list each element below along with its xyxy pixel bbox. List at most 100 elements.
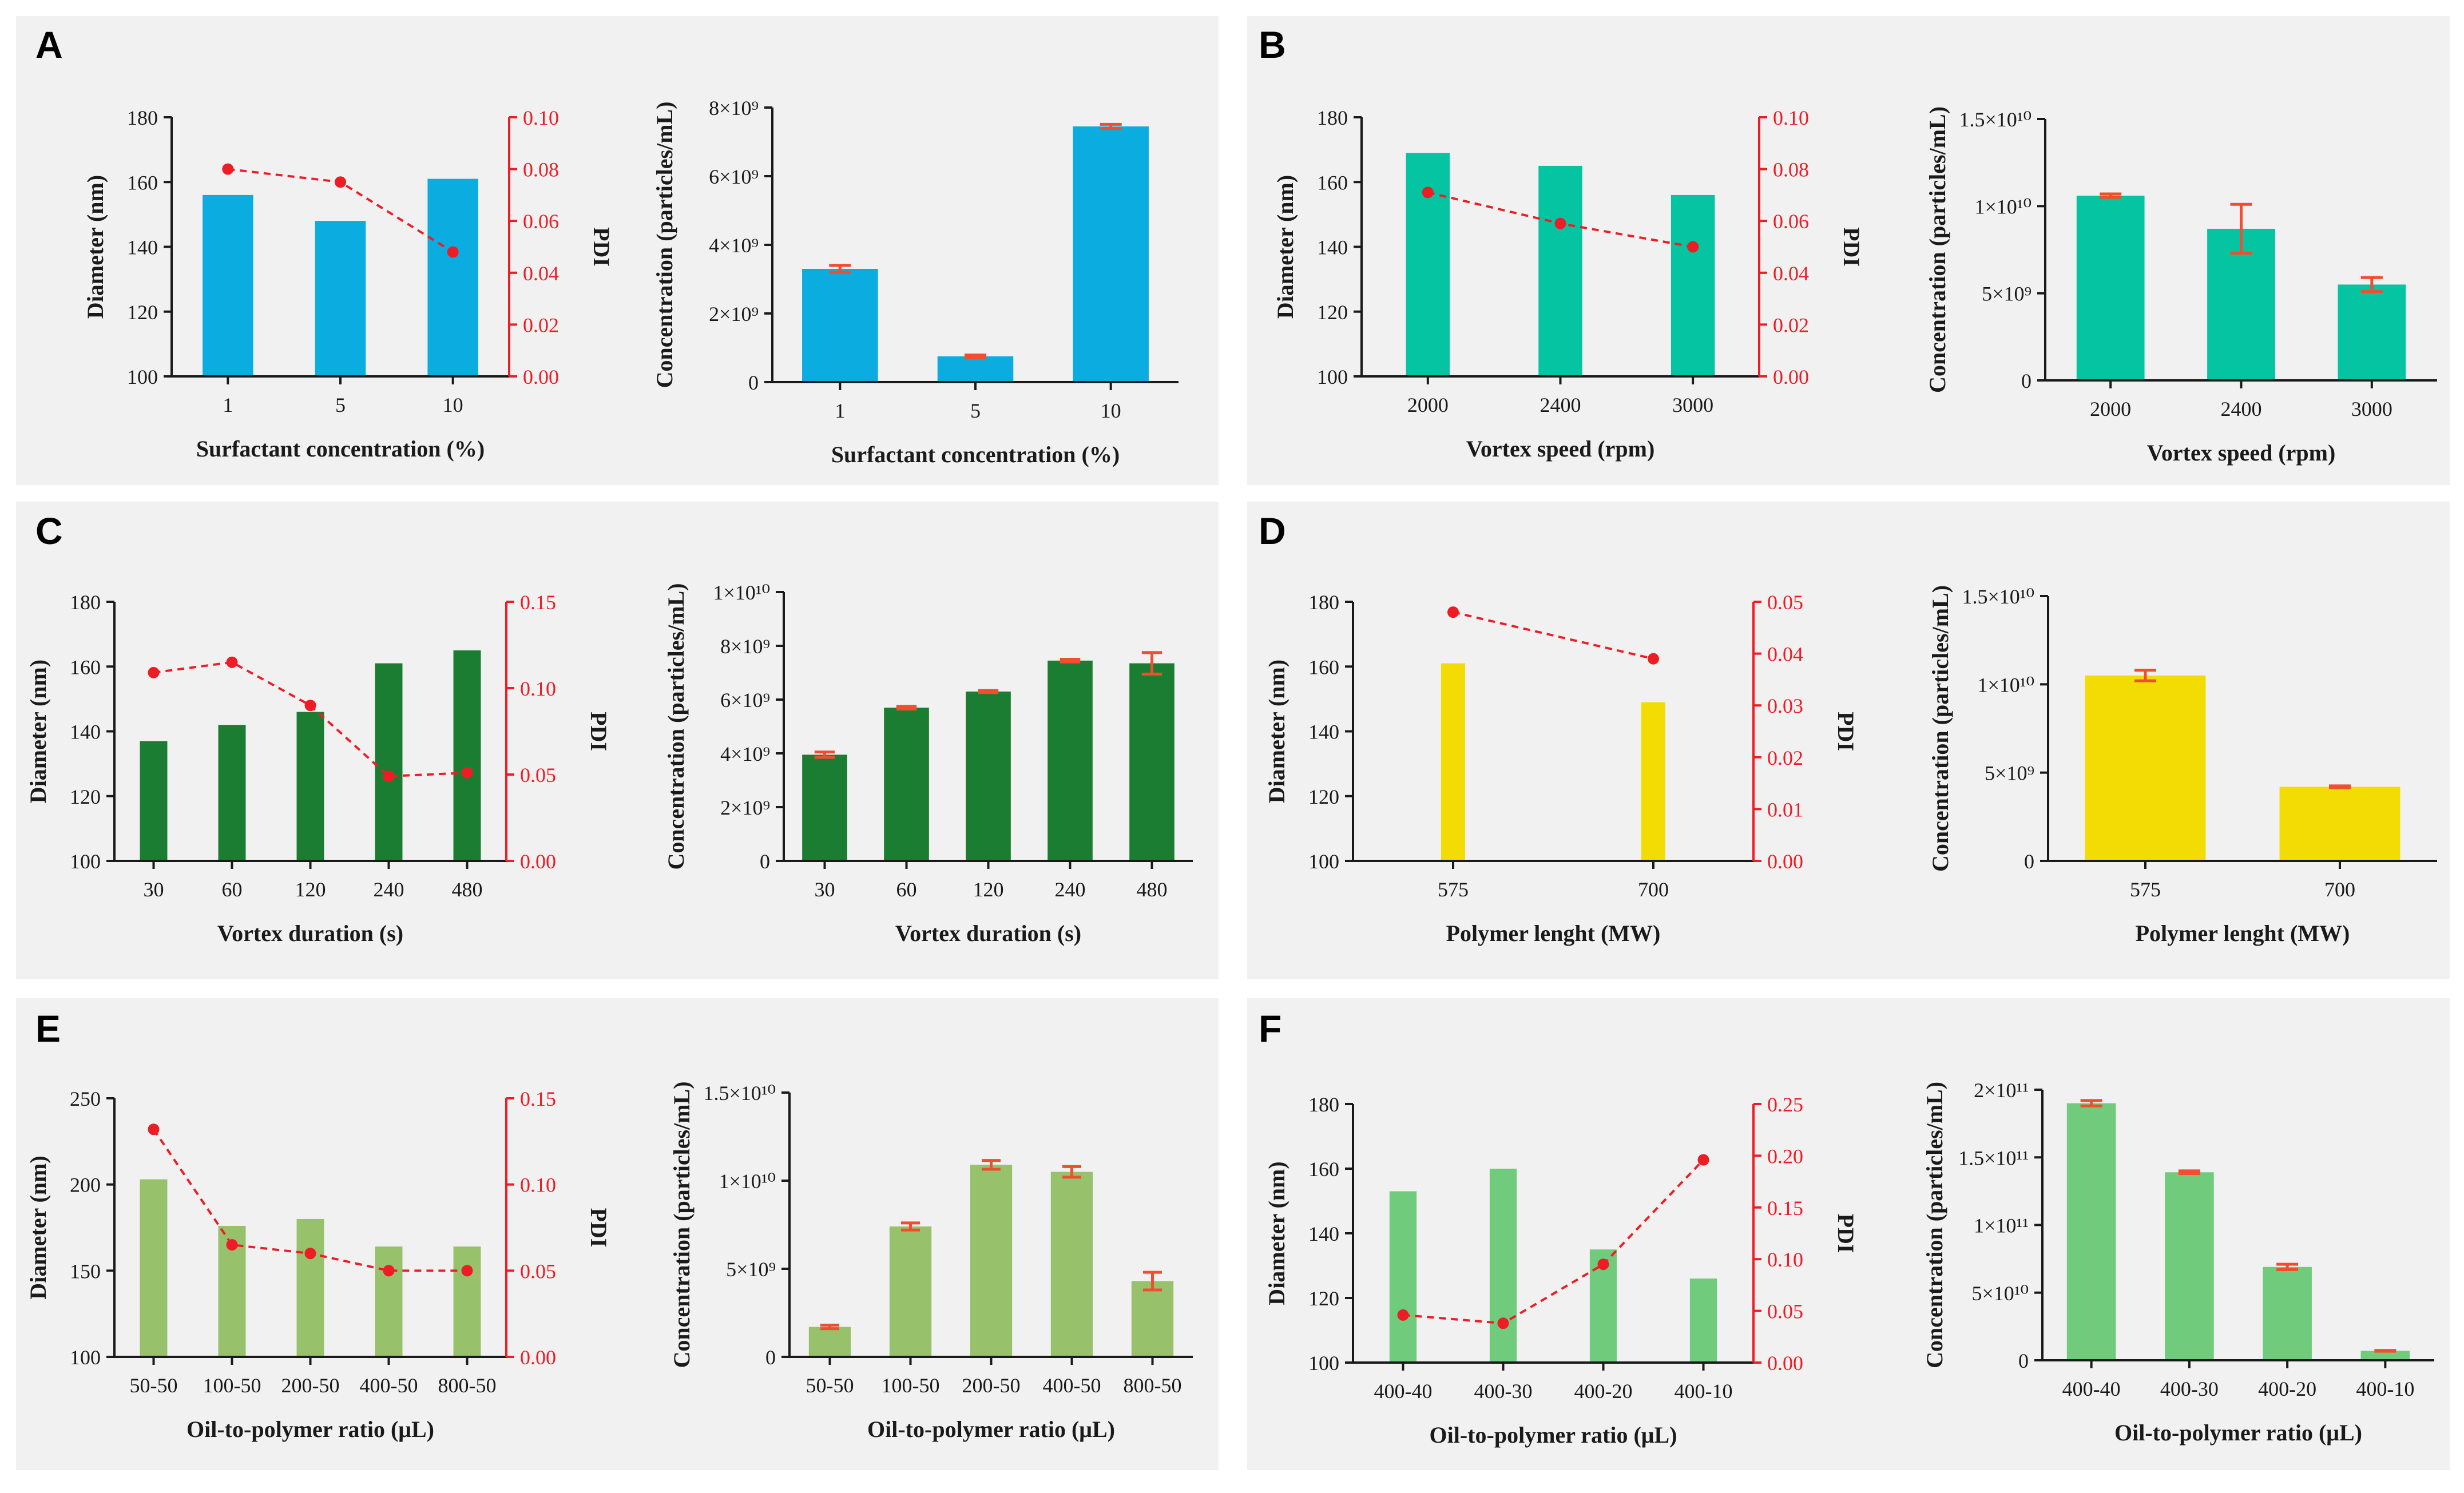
C-concentration-x-axis-label: Vortex duration (s) <box>895 920 1081 946</box>
D-diameter-y2-tick-label: 0.02 <box>1767 746 1803 769</box>
E-diameter-y2-tick-label: 0.15 <box>520 1087 556 1110</box>
B-concentration-bar-3000 <box>2338 284 2406 380</box>
C-diameter-x-tick-label-480: 480 <box>452 878 483 901</box>
C-concentration-x-tick-label-480: 480 <box>1137 878 1168 901</box>
C-diameter-y-tick-label: 180 <box>70 591 101 614</box>
A-diameter-y2-tick-label: 0.02 <box>523 313 559 336</box>
C-concentration-error-bar-120 <box>978 689 999 694</box>
F-diameter-y2-tick-label: 0.15 <box>1767 1197 1803 1220</box>
A-concentration-x-tick-label-1: 1 <box>835 399 845 422</box>
D-diameter-y-tick-label: 140 <box>1308 721 1339 744</box>
B-diameter-y-tick-label: 160 <box>1317 171 1348 194</box>
C-concentration-y-tick-label: 4×10⁹ <box>720 742 770 765</box>
F-concentration-x-axis-label: Oil-to-polymer ratio (μL) <box>2114 1420 2362 1446</box>
C-diameter-y-tick-label: 140 <box>70 721 101 744</box>
B-diameter-y-axis-label: Diameter (nm) <box>1272 175 1298 319</box>
B-concentration-error-bar-3000 <box>2360 276 2383 293</box>
A-diameter-pdi-point-5 <box>335 176 346 188</box>
D-diameter-x-tick-label-700: 700 <box>1638 878 1669 901</box>
B-diameter-y2-tick-label: 0.06 <box>1773 210 1809 233</box>
D-diameter-y2-tick-label: 0.04 <box>1767 643 1803 666</box>
F-diameter-y2-tick-label: 0.05 <box>1767 1300 1803 1323</box>
C-concentration-error-bar-30 <box>814 751 835 759</box>
B-concentration-x-axis-label: Vortex speed (rpm) <box>2147 440 2336 466</box>
A-diameter-y2-tick-label: 0.04 <box>523 262 559 285</box>
E-diameter-pdi-point-200-50 <box>304 1248 316 1260</box>
D-diameter-bar-700 <box>1641 702 1665 861</box>
C-diameter-bar-120 <box>296 712 324 861</box>
B-diameter-x-tick-label-2000: 2000 <box>1407 394 1449 416</box>
F-diameter-y-tick-label: 100 <box>1308 1352 1339 1375</box>
B-diameter-x-tick-label-2400: 2400 <box>1540 394 1581 416</box>
F-concentration-bar-400-10 <box>2360 1351 2410 1360</box>
D-diameter-x-tick-label-575: 575 <box>1438 878 1469 901</box>
D-concentration-y-axis-label: Concentration (particles/mL) <box>1927 585 1953 872</box>
panel-f <box>1247 998 2450 1470</box>
C-concentration-y-axis-label: Concentration (particles/mL) <box>663 583 689 869</box>
F-diameter-pdi-point-400-10 <box>1697 1154 1709 1166</box>
C-diameter-x-tick-label-60: 60 <box>222 878 243 901</box>
panel-label-d: D <box>1259 510 1286 552</box>
F-concentration-bar-400-30 <box>2165 1172 2214 1360</box>
A-diameter-y-tick-label: 160 <box>127 171 158 194</box>
D-diameter-pdi-line <box>1453 611 1654 660</box>
E-diameter-pdi-point-800-50 <box>461 1265 473 1277</box>
E-concentration-bar-200-50 <box>970 1165 1013 1357</box>
E-concentration-x-tick-label-100-50: 100-50 <box>882 1374 940 1397</box>
A-concentration-y-tick-label: 4×10⁹ <box>709 234 759 257</box>
B-concentration-error-bar-2000 <box>2100 192 2122 199</box>
E-concentration-x-tick-label-50-50: 50-50 <box>806 1374 854 1397</box>
B-diameter-bar-2400 <box>1538 165 1582 376</box>
D-diameter-pdi-point-700 <box>1648 653 1659 665</box>
E-diameter-y-tick-label: 200 <box>70 1174 101 1197</box>
C-diameter-x-tick-label-240: 240 <box>374 878 404 901</box>
F-concentration-error-bar-400-40 <box>2080 1099 2102 1107</box>
C-concentration-bar-30 <box>802 755 847 861</box>
D-concentration-y-tick-label: 1.5×10¹⁰ <box>1962 585 2034 608</box>
E-concentration-error-bar-400-50 <box>1062 1165 1081 1179</box>
B-concentration-y-tick-label: 0 <box>2021 370 2031 392</box>
A-concentration-error-bar-10 <box>1100 122 1122 130</box>
E-concentration-x-tick-label-400-50: 400-50 <box>1043 1374 1101 1397</box>
C-concentration-y-tick-label: 0 <box>760 850 770 873</box>
F-diameter-y-tick-label: 120 <box>1308 1287 1339 1310</box>
E-concentration-error-bar-800-50 <box>1143 1270 1162 1292</box>
D-diameter-y-tick-label: 180 <box>1308 591 1339 614</box>
A-concentration-error-bar-5 <box>965 354 986 359</box>
B-diameter-pdi-point-2400 <box>1554 217 1566 229</box>
A-concentration-bar-1 <box>802 269 878 382</box>
F-concentration-x-tick-label-400-20: 400-20 <box>2258 1377 2316 1400</box>
B-diameter-x-axis-label: Vortex speed (rpm) <box>1466 436 1655 462</box>
C-concentration-x-tick-label-60: 60 <box>896 878 917 901</box>
C-concentration-bar-240 <box>1048 660 1093 861</box>
A-concentration-y-tick-label: 6×10⁹ <box>709 165 759 188</box>
D-diameter-y2-tick-label: 0.05 <box>1767 591 1803 614</box>
F-concentration-y-tick-label: 2×10¹¹ <box>1974 1079 2029 1102</box>
B-diameter-x-tick-label-3000: 3000 <box>1672 394 1713 416</box>
C-diameter-bar-30 <box>140 741 168 861</box>
F-diameter-y2-tick-label: 0.00 <box>1767 1352 1803 1375</box>
A-diameter-y2-tick-label: 0.08 <box>523 158 559 181</box>
E-diameter-pdi-point-50-50 <box>148 1123 160 1135</box>
E-diameter-y-tick-label: 100 <box>70 1346 101 1369</box>
C-diameter-pdi-point-30 <box>148 666 160 678</box>
F-diameter-pdi-point-400-40 <box>1397 1309 1409 1321</box>
panel-label-e: E <box>35 1007 61 1050</box>
E-diameter-bar-50-50 <box>140 1179 168 1357</box>
panel-c <box>16 502 1219 979</box>
C-concentration-y-tick-label: 6×10⁹ <box>720 689 770 712</box>
C-diameter-y2-tick-label: 0.00 <box>520 850 556 873</box>
E-diameter-bar-400-50 <box>375 1246 403 1357</box>
E-concentration-y-tick-label: 1.5×10¹⁰ <box>703 1082 776 1105</box>
D-diameter-y-tick-label: 120 <box>1308 785 1339 808</box>
A-concentration-bar-10 <box>1073 126 1149 382</box>
B-diameter-pdi-point-3000 <box>1687 241 1699 253</box>
B-concentration-y-tick-label: 1×10¹⁰ <box>1974 195 2031 218</box>
A-diameter-y2-tick-label: 0.06 <box>523 210 559 233</box>
E-diameter-y-tick-label: 150 <box>70 1260 101 1282</box>
E-concentration-x-axis-label: Oil-to-polymer ratio (μL) <box>867 1416 1115 1442</box>
